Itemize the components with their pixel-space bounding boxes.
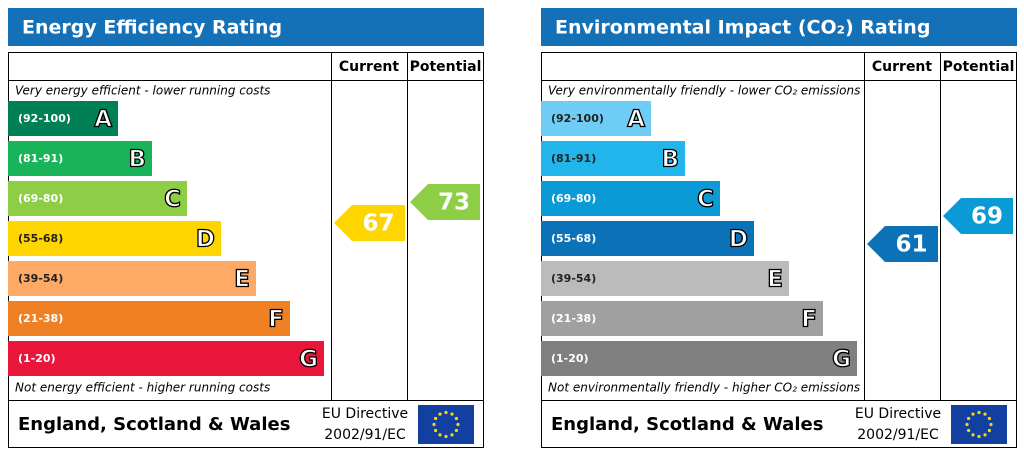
eu-star bbox=[983, 412, 987, 416]
eu-star bbox=[456, 422, 460, 427]
eu-star bbox=[438, 412, 442, 416]
band bbox=[8, 341, 324, 376]
eu-flag bbox=[418, 405, 474, 444]
eu-star bbox=[434, 428, 438, 433]
footer-region: England, Scotland & Wales bbox=[551, 414, 823, 435]
band bbox=[541, 141, 685, 176]
footer-code: 2002/91/EC bbox=[324, 427, 406, 443]
band-range: (1-20) bbox=[18, 352, 56, 365]
top-note: Very energy efficient - lower running co… bbox=[15, 84, 270, 98]
band-letter: G bbox=[832, 347, 851, 373]
eu-star bbox=[434, 416, 438, 421]
eu-star bbox=[438, 433, 442, 437]
footer-region: England, Scotland & Wales bbox=[18, 414, 290, 435]
band-range: (69-80) bbox=[18, 192, 63, 205]
band bbox=[541, 261, 789, 296]
band-letter: B bbox=[128, 147, 146, 173]
rating-arrow bbox=[334, 205, 405, 241]
bottom-note: Not environmentally friendly - higher CO… bbox=[548, 381, 860, 395]
eu-star bbox=[454, 428, 458, 433]
top-note: Very environmentally friendly - lower CO… bbox=[548, 84, 860, 98]
footer-directive: EU Directive bbox=[322, 406, 408, 422]
band-letter: D bbox=[196, 227, 215, 253]
eu-star bbox=[444, 410, 448, 415]
band bbox=[8, 221, 221, 256]
band-letter: A bbox=[627, 107, 645, 133]
band bbox=[8, 101, 118, 136]
eu-star bbox=[967, 428, 971, 433]
band-range: (81-91) bbox=[18, 152, 63, 165]
eu-star bbox=[432, 422, 436, 427]
band-letter: B bbox=[661, 147, 679, 173]
eu-star bbox=[454, 416, 458, 421]
band bbox=[541, 181, 720, 216]
title-bar bbox=[541, 8, 1017, 46]
eu-star bbox=[977, 434, 981, 439]
band-range: (92-100) bbox=[551, 112, 604, 125]
panel-title: Energy Efficiency Rating bbox=[22, 17, 282, 39]
rating-arrow bbox=[943, 198, 1013, 234]
panel-title: Environmental Impact (CO₂) Rating bbox=[555, 17, 930, 39]
band-range: (39-54) bbox=[18, 272, 63, 285]
footer-directive: EU Directive bbox=[855, 406, 941, 422]
band-range: (55-68) bbox=[18, 232, 63, 245]
band-letter: F bbox=[801, 307, 817, 333]
band-letter: G bbox=[299, 347, 318, 373]
eu-star bbox=[971, 433, 975, 437]
band bbox=[541, 101, 651, 136]
band bbox=[8, 261, 256, 296]
band-range: (55-68) bbox=[551, 232, 596, 245]
band-range: (1-20) bbox=[551, 352, 589, 365]
header: Current bbox=[339, 59, 400, 75]
rating-value: 69 bbox=[971, 204, 1003, 230]
eu-star bbox=[989, 422, 993, 427]
band bbox=[8, 181, 187, 216]
eu-star bbox=[965, 422, 969, 427]
eu-star bbox=[444, 434, 448, 439]
eu-star bbox=[450, 433, 454, 437]
band bbox=[541, 301, 823, 336]
header: Potential bbox=[943, 59, 1015, 75]
panel: Environmental Impact (CO₂) Rating Current… bbox=[541, 8, 1017, 448]
bottom-note: Not energy efficient - higher running co… bbox=[15, 381, 270, 395]
panel: Energy Efficiency Rating Current Potential… bbox=[8, 8, 484, 448]
band bbox=[8, 141, 152, 176]
rating-value: 73 bbox=[438, 190, 470, 216]
rating-arrow bbox=[410, 184, 480, 220]
rating-arrow bbox=[867, 226, 938, 262]
title-bar bbox=[8, 8, 484, 46]
eu-star bbox=[967, 416, 971, 421]
band-range: (69-80) bbox=[551, 192, 596, 205]
eu-star bbox=[977, 410, 981, 415]
band bbox=[8, 301, 290, 336]
band bbox=[541, 221, 754, 256]
eu-star bbox=[987, 416, 991, 421]
rating-value: 61 bbox=[895, 232, 927, 258]
band bbox=[541, 341, 857, 376]
eu-star bbox=[983, 433, 987, 437]
band-letter: C bbox=[164, 187, 181, 213]
header: Potential bbox=[410, 59, 482, 75]
eu-star bbox=[971, 412, 975, 416]
band-letter: F bbox=[268, 307, 284, 333]
eu-flag bbox=[951, 405, 1007, 444]
band-letter: E bbox=[234, 267, 250, 293]
eu-star bbox=[987, 428, 991, 433]
band-range: (81-91) bbox=[551, 152, 596, 165]
band-range: (21-38) bbox=[18, 312, 63, 325]
band-range: (92-100) bbox=[18, 112, 71, 125]
eu-star bbox=[450, 412, 454, 416]
band-letter: D bbox=[729, 227, 748, 253]
band-letter: C bbox=[697, 187, 714, 213]
rating-value: 67 bbox=[362, 211, 394, 237]
band-letter: E bbox=[767, 267, 783, 293]
header: Current bbox=[872, 59, 933, 75]
band-range: (21-38) bbox=[551, 312, 596, 325]
footer-code: 2002/91/EC bbox=[857, 427, 939, 443]
band-range: (39-54) bbox=[551, 272, 596, 285]
band-letter: A bbox=[94, 107, 112, 133]
